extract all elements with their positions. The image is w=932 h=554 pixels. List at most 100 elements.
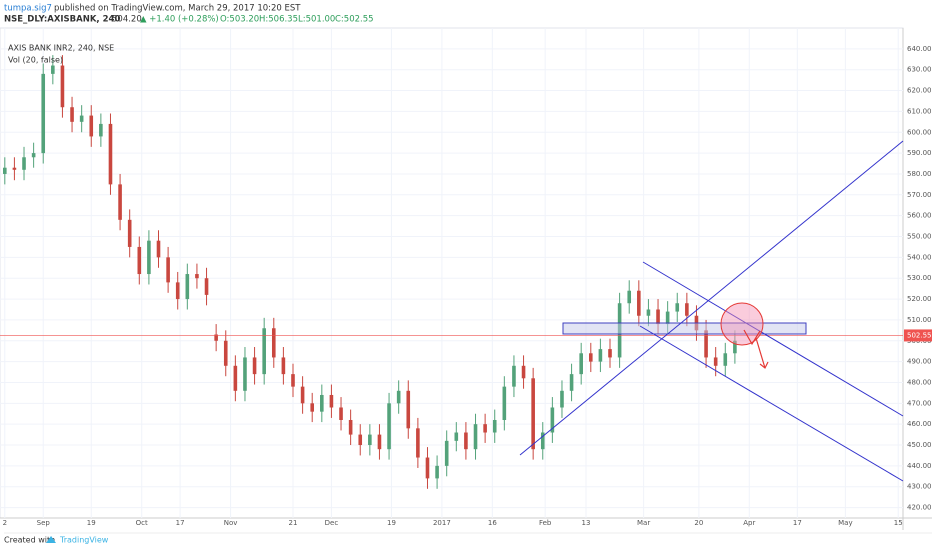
candle-body — [560, 390, 564, 408]
open: O:503.20 — [220, 15, 259, 25]
candle-body — [31, 153, 36, 158]
x-tick-label: 19 — [87, 519, 96, 527]
candle-body — [79, 115, 84, 122]
candle-body — [416, 428, 420, 458]
candle-body — [540, 432, 545, 450]
candle-body — [339, 407, 343, 420]
drawings — [519, 140, 904, 482]
change: ▲ +1.40 (+0.28%) — [140, 15, 219, 25]
author[interactable]: tumpa.sig7 — [4, 4, 52, 14]
candle-body — [12, 167, 17, 170]
x-tick-label: 15 — [894, 519, 903, 527]
candle-body — [512, 365, 516, 387]
x-tick-label: 17 — [176, 519, 185, 527]
candle-body — [464, 432, 468, 450]
candle-body — [665, 311, 670, 325]
arrow-shaft — [755, 337, 766, 369]
x-tick-label: May — [838, 519, 852, 527]
candle-body — [281, 357, 286, 375]
candle-body — [598, 349, 603, 362]
y-tick-label: 570.00 — [907, 191, 932, 199]
candle-body — [22, 157, 26, 170]
candle-body — [348, 420, 353, 435]
y-tick-label: 580.00 — [907, 170, 932, 178]
candle-body — [89, 115, 94, 137]
candle-body — [166, 257, 170, 283]
published: published on TradingView.com, March 29, … — [54, 4, 301, 14]
candle-body — [214, 334, 218, 341]
candle-body — [156, 240, 161, 258]
candle-body — [646, 309, 651, 316]
y-tick-label: 530.00 — [907, 274, 932, 282]
candle-body — [3, 167, 7, 174]
y-tick-label: 420.00 — [907, 504, 932, 512]
x-tick-label: Nov — [224, 519, 238, 527]
x-tick-label: 13 — [582, 519, 591, 527]
candle-body — [291, 374, 295, 387]
candle-body — [233, 365, 238, 391]
candle-body — [252, 357, 257, 375]
x-tick-label: Feb — [539, 519, 552, 527]
candle-body — [118, 184, 122, 220]
candle-body — [320, 394, 324, 412]
arrow-head — [759, 361, 769, 369]
y-tick-label: 480.00 — [907, 378, 932, 386]
x-tick-label: 2017 — [433, 519, 451, 527]
candle-body — [387, 403, 391, 450]
footer-brand[interactable]: TradingView — [59, 536, 109, 545]
high: H:506.35 — [259, 15, 298, 25]
channel-upper — [642, 261, 904, 417]
candle-body — [377, 434, 382, 450]
candle-body — [60, 65, 65, 108]
candle-body — [685, 303, 689, 316]
candle-body — [637, 290, 641, 316]
candle-body — [358, 434, 363, 446]
candle-body — [454, 432, 459, 441]
candle-body — [656, 309, 660, 325]
candle-body — [127, 219, 132, 247]
y-tick-label: 620.00 — [907, 87, 932, 95]
x-tick-label: 19 — [387, 519, 396, 527]
zone-rect — [562, 322, 807, 335]
x-tick-label: Oct — [136, 519, 148, 527]
y-tick-label: 640.00 — [907, 45, 932, 53]
candle-body — [723, 353, 728, 366]
candle-body — [108, 123, 113, 185]
x-tick-label: 17 — [793, 519, 802, 527]
candle-body — [435, 465, 439, 479]
candle-body — [195, 274, 199, 279]
footer-created: Created with — [4, 536, 55, 545]
arrow-path — [743, 329, 761, 346]
symbol: NSE_DLY:AXISBANK, 240 — [4, 15, 120, 25]
candle-body — [627, 290, 632, 304]
y-tick-label: 540.00 — [907, 253, 932, 261]
candle-body — [521, 365, 526, 379]
y-tick-label: 610.00 — [907, 107, 932, 115]
candle-body — [243, 357, 247, 391]
trend-line — [519, 140, 904, 456]
candle-body — [473, 424, 478, 450]
candle-body — [569, 374, 574, 391]
y-tick-label: 440.00 — [907, 462, 932, 470]
highlight-circle — [720, 302, 764, 346]
candle-body — [502, 386, 507, 420]
candle-body — [579, 353, 583, 375]
candle-body — [310, 403, 315, 412]
chart-subtitle: Vol (20, false) — [8, 56, 63, 65]
y-tick-label: 510.00 — [907, 316, 932, 324]
y-tick-label: 590.00 — [907, 149, 932, 157]
y-tick-label: 430.00 — [907, 483, 932, 491]
candle-body — [262, 328, 266, 375]
y-tick-label: 490.00 — [907, 358, 932, 366]
y-tick-label: 550.00 — [907, 233, 932, 241]
y-tick-label: 630.00 — [907, 66, 932, 74]
candle-body — [300, 386, 305, 404]
candle-body — [271, 328, 276, 358]
x-tick-label: Mar — [637, 519, 650, 527]
candle-body — [704, 330, 708, 358]
candle-body — [70, 107, 74, 122]
candle-body — [185, 274, 190, 300]
candle-body — [175, 282, 180, 300]
